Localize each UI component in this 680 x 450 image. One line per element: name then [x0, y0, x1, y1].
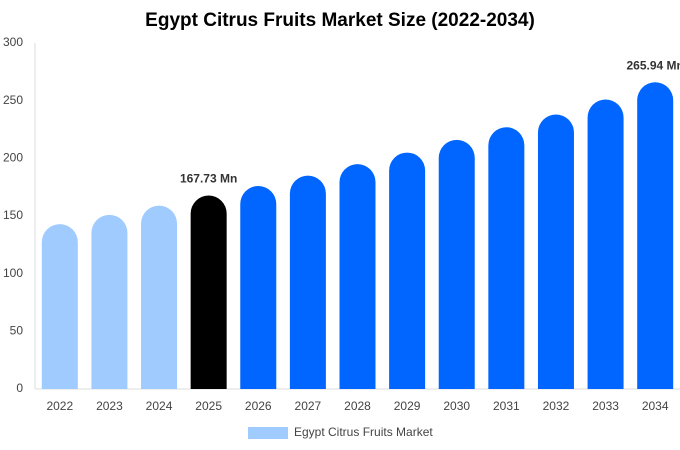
y-tick-label: 100 [3, 266, 23, 280]
bar [41, 224, 78, 389]
x-tick-label: 2031 [493, 399, 520, 413]
bar [141, 205, 178, 389]
x-tick-label: 2032 [543, 399, 570, 413]
y-tick-label: 0 [16, 381, 23, 395]
y-tick-label: 250 [3, 93, 23, 107]
bar [339, 164, 376, 389]
bar [488, 127, 525, 389]
legend-swatch [248, 427, 288, 439]
bar [389, 152, 426, 389]
bar [91, 214, 128, 389]
y-tick-label: 200 [3, 151, 23, 165]
bar [587, 99, 624, 389]
x-tick-label: 2023 [96, 399, 123, 413]
chart-title: Egypt Citrus Fruits Market Size (2022-20… [145, 10, 535, 31]
x-tick-label: 2022 [46, 399, 73, 413]
bar [637, 82, 674, 389]
x-tick-label: 2030 [443, 399, 470, 413]
bar [190, 195, 227, 389]
x-tick-label: 2033 [592, 399, 619, 413]
bar [537, 114, 574, 390]
value-label: 167.73 Mn [180, 172, 237, 186]
bar [289, 175, 326, 389]
y-tick-label: 150 [3, 208, 23, 222]
x-tick-label: 2024 [146, 399, 173, 413]
y-tick-label: 50 [10, 324, 24, 338]
legend-label: Egypt Citrus Fruits Market [294, 425, 433, 439]
x-tick-label: 2034 [642, 399, 669, 413]
x-tick-label: 2028 [344, 399, 371, 413]
x-tick-label: 2027 [295, 399, 322, 413]
bar [240, 186, 277, 389]
x-tick-label: 2029 [394, 399, 421, 413]
bar [438, 139, 475, 389]
x-tick-label: 2025 [195, 399, 222, 413]
x-tick-label: 2026 [245, 399, 272, 413]
y-tick-label: 300 [3, 35, 23, 49]
value-label: 265.94 Mn [627, 58, 680, 72]
